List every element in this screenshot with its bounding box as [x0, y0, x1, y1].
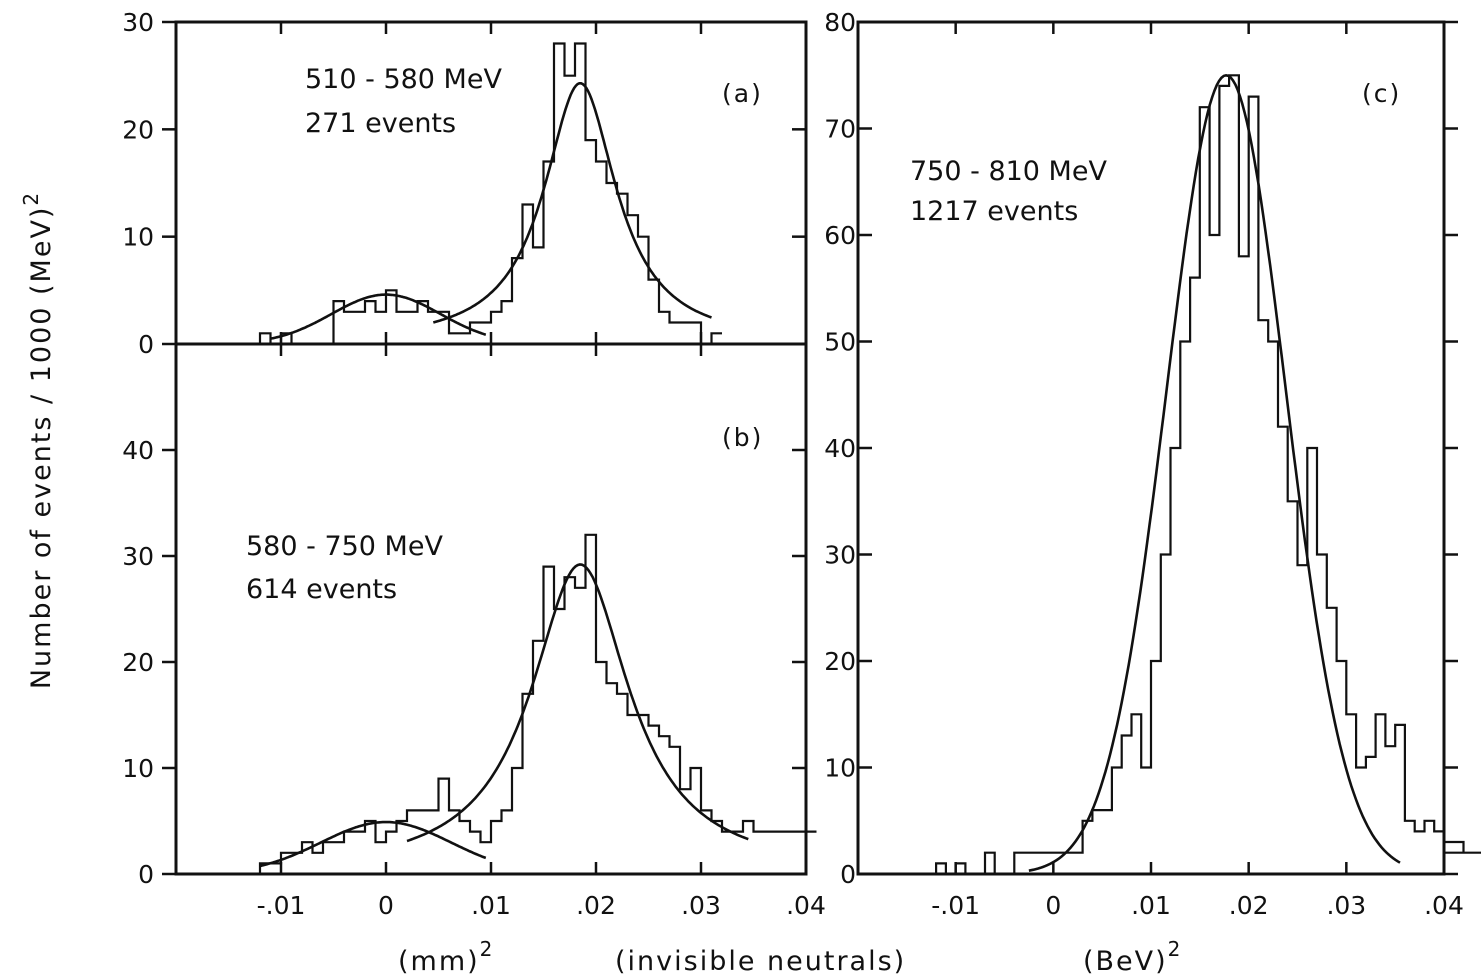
panel-b-xtick-label: .01 [471, 891, 511, 920]
y-axis-title-exponent: 2 [19, 191, 43, 206]
panel-a-ytick-label: 10 [122, 223, 154, 252]
panel-c-ytick-label: 80 [824, 8, 856, 37]
panel-a-ytick-label: 30 [122, 8, 154, 37]
panel-c-ytick-label: 20 [824, 647, 856, 676]
panel-a-fit-curve-2 [432, 82, 712, 324]
panel-c-ytick-label: 10 [824, 754, 856, 783]
panel-a-ytick-label: 0 [138, 330, 154, 359]
panel-b-ytick-label: 10 [122, 754, 154, 783]
panel-a-fit-curve-1 [270, 293, 487, 340]
panel-a-range-label: 510 - 580 MeV [305, 64, 502, 95]
panel-c-xtick-label: -.01 [931, 891, 980, 920]
panel-a-events-label: 271 events [305, 108, 456, 139]
panel-c-fit-curve-1 [1028, 73, 1401, 872]
axis-ticks-layer [162, 20, 1458, 876]
panel-b-ytick-label: 40 [122, 436, 154, 465]
panel-c-ytick-label: 50 [824, 328, 856, 357]
panel-c-label: (c) [1362, 79, 1401, 108]
panel-b-range-label: 580 - 750 MeV [246, 531, 443, 562]
x-axis-title-left-text: (mm) [398, 946, 480, 977]
x-axis-title-right-exponent: 2 [1168, 937, 1183, 961]
panel-c-xtick-label: .04 [1424, 891, 1464, 920]
panel-b-fit-curve-2 [406, 563, 749, 843]
x-axis-title-left-exponent: 2 [480, 937, 495, 961]
panel-c-xtick-label: .03 [1326, 891, 1366, 920]
panel-c-xtick-label: .02 [1229, 891, 1269, 920]
panel-b-label: (b) [722, 423, 763, 452]
panel-b-xtick-label: -.01 [257, 891, 306, 920]
panel-b-histogram [258, 533, 817, 874]
panel-c-ytick-label: 40 [824, 434, 856, 463]
panel-b-xtick-label: .04 [786, 891, 826, 920]
x-axis-title-right: (BeV)2 [1083, 937, 1182, 977]
panel-b-ytick-label: 0 [138, 860, 154, 889]
panel-c-xtick-label: .01 [1131, 891, 1171, 920]
panel-c-xtick-label: 0 [1045, 891, 1061, 920]
panel-c-ytick-label: 60 [824, 221, 856, 250]
panel-a-label: (a) [722, 79, 763, 108]
tick-labels-layer: 0 10 20 30 0 10 20 30 40 -.01 0 .01 .02 .03 .04 0 10 20 30… [122, 8, 1464, 920]
y-axis-title: Number of events / 1000 (MeV)2 [19, 191, 57, 689]
panel-b-frame [174, 342, 808, 876]
x-axis-title-right-text: (BeV) [1083, 946, 1168, 977]
panel-c-ytick-label: 30 [824, 541, 856, 570]
panel-b-ytick-label: 30 [122, 542, 154, 571]
histograms-layer [258, 42, 1481, 876]
panel-b-xtick-label: 0 [378, 891, 394, 920]
panel-b-fit-curve-1 [259, 820, 487, 868]
y-axis-title-text: Number of events / 1000 (MeV) [26, 206, 57, 690]
panel-b-events-label: 614 events [246, 574, 397, 605]
panel-b-xtick-label: .03 [681, 891, 721, 920]
x-axis-title-middle: (invisible neutrals) [615, 946, 906, 977]
panel-b-ytick-label: 20 [122, 648, 154, 677]
panel-c-ytick-label: 0 [840, 860, 856, 889]
panel-c-events-label: 1217 events [910, 196, 1078, 227]
panel-a-ytick-label: 20 [122, 115, 154, 144]
x-axis-title-left: (mm)2 [398, 937, 494, 977]
panel-c-histogram [935, 74, 1481, 876]
panel-b-xtick-label: .02 [576, 891, 616, 920]
panel-a-histogram [258, 42, 722, 346]
fit-curves-layer [259, 73, 1401, 872]
panel-c-ytick-label: 70 [824, 115, 856, 144]
panel-c-range-label: 750 - 810 MeV [910, 156, 1107, 187]
